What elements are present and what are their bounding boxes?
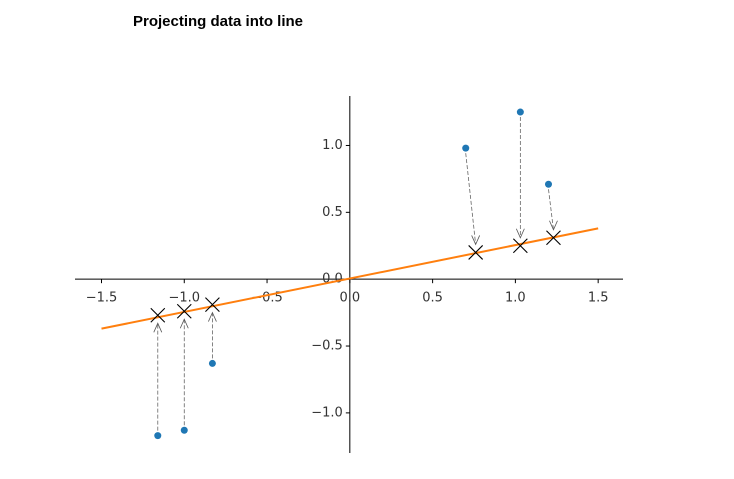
y-tick-label: 1.0 — [322, 138, 343, 153]
projected-point — [150, 307, 166, 323]
data-point — [544, 180, 552, 188]
x-tick-label: 0.0 — [339, 291, 360, 306]
y-tick-label: −1.0 — [311, 405, 343, 420]
arrow-head — [179, 318, 189, 329]
x-tick-label: −1.5 — [86, 291, 118, 306]
arrow-head — [549, 220, 558, 231]
projected-point — [468, 245, 484, 260]
arrow-head — [153, 322, 163, 333]
arrow-head — [208, 311, 217, 322]
data-point — [516, 108, 524, 116]
y-tick-label: 0.5 — [322, 205, 343, 220]
y-tick-label: −0.5 — [311, 339, 343, 354]
projected-point — [176, 303, 192, 319]
data-point — [462, 144, 470, 152]
arrow-head — [515, 228, 525, 239]
data-point — [154, 432, 162, 440]
arrow-head — [471, 235, 481, 246]
projection-arrow — [548, 189, 554, 230]
data-point — [180, 426, 188, 434]
projected-point — [512, 238, 528, 254]
x-tick-label: 1.5 — [588, 291, 609, 306]
projected-point — [205, 297, 220, 312]
chart-title: Projecting data into line — [133, 13, 303, 30]
x-tick-label: 0.5 — [422, 291, 443, 306]
projection-arrow — [465, 153, 477, 245]
x-tick-label: 1.0 — [505, 291, 526, 306]
data-point — [208, 359, 216, 367]
projected-point — [546, 230, 561, 246]
x-tick-label: −1.0 — [168, 291, 200, 306]
